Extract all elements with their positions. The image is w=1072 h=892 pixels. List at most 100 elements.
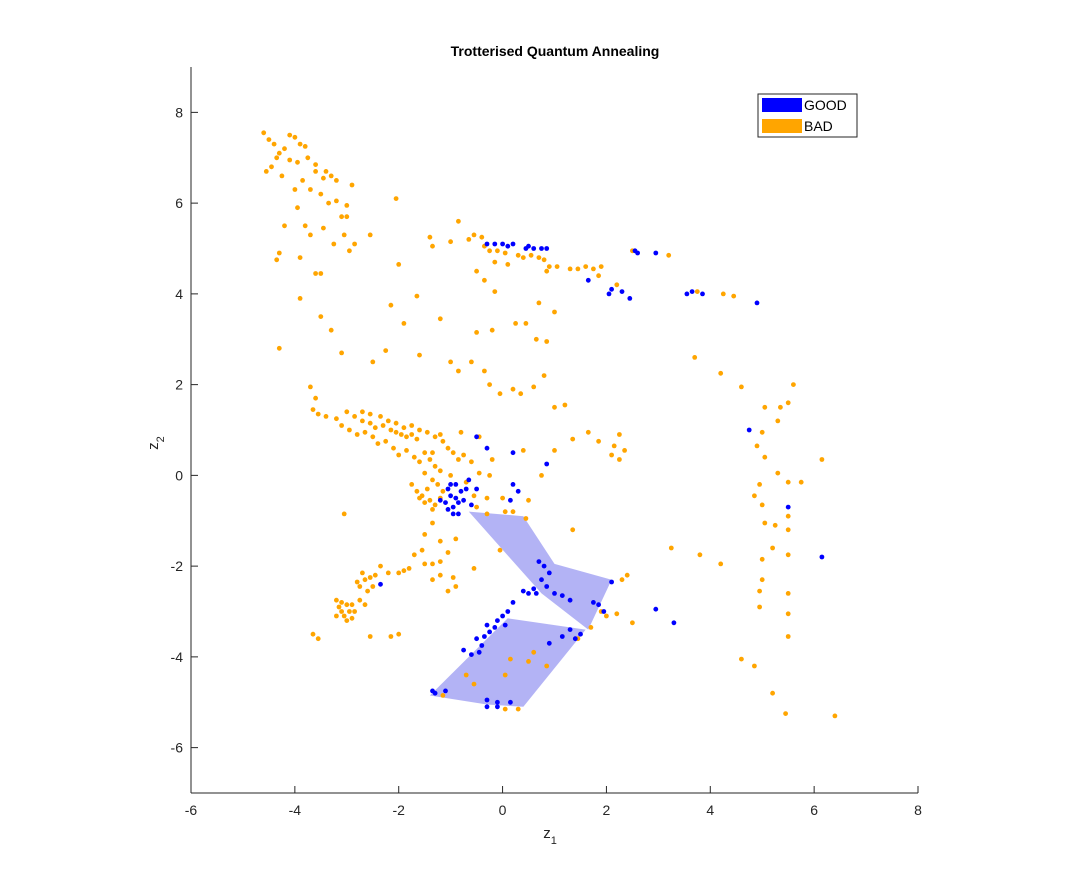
point-bad <box>785 400 791 406</box>
point-bad <box>411 454 417 460</box>
point-good <box>448 482 453 487</box>
point-bad <box>440 438 446 444</box>
point-bad <box>365 588 370 594</box>
point-good <box>510 600 516 605</box>
point-bad <box>393 420 399 426</box>
point-bad <box>334 613 339 619</box>
point-bad <box>448 359 453 365</box>
point-bad <box>372 425 378 431</box>
point-bad <box>614 611 620 617</box>
point-bad <box>276 250 282 256</box>
point-bad <box>666 252 672 258</box>
point-bad <box>757 588 762 594</box>
point-bad <box>502 706 508 712</box>
point-bad <box>344 214 350 220</box>
point-bad <box>422 500 428 505</box>
series-good <box>378 241 825 710</box>
point-bad <box>440 488 446 494</box>
point-bad <box>401 425 407 431</box>
point-bad <box>536 255 542 260</box>
point-bad <box>349 602 355 608</box>
point-bad <box>759 556 765 562</box>
point-bad <box>440 693 446 698</box>
x-tick-label: 4 <box>706 802 714 818</box>
point-bad <box>474 330 479 335</box>
point-bad <box>541 257 547 263</box>
legend-label-good: GOOD <box>804 97 847 113</box>
point-bad <box>334 178 339 183</box>
point-good <box>463 486 469 492</box>
point-bad <box>544 339 550 344</box>
point-bad <box>596 438 601 444</box>
point-bad <box>385 570 391 576</box>
point-bad <box>404 448 409 453</box>
point-bad <box>422 470 428 476</box>
point-bad <box>832 713 838 719</box>
point-good <box>484 697 490 703</box>
point-good <box>453 482 459 487</box>
point-bad <box>313 271 318 276</box>
point-bad <box>349 615 355 621</box>
point-bad <box>393 429 399 435</box>
point-bad <box>315 636 321 642</box>
point-good <box>754 300 760 306</box>
point-good <box>653 606 659 612</box>
point-good <box>443 688 448 694</box>
point-bad <box>502 509 508 515</box>
point-bad <box>315 411 321 417</box>
series-bad <box>261 130 838 719</box>
point-bad <box>469 359 474 365</box>
point-bad <box>614 282 620 288</box>
point-bad <box>352 609 357 614</box>
point-bad <box>430 243 435 249</box>
point-good <box>746 427 752 433</box>
point-good <box>559 593 565 598</box>
point-good <box>476 649 482 655</box>
x-tick-label: 6 <box>810 802 818 818</box>
point-good <box>456 511 461 517</box>
x-tick-label: 8 <box>914 802 922 818</box>
point-bad <box>471 232 477 238</box>
point-bad <box>453 584 459 589</box>
point-good <box>466 477 472 483</box>
point-bad <box>448 473 453 478</box>
point-bad <box>300 178 305 183</box>
point-good <box>484 704 490 710</box>
point-bad <box>347 609 352 614</box>
point-bad <box>520 448 526 453</box>
point-bad <box>336 604 342 610</box>
region-upper <box>468 511 612 630</box>
point-bad <box>357 584 363 589</box>
point-good <box>559 634 565 639</box>
point-bad <box>308 384 313 390</box>
point-bad <box>484 495 490 501</box>
x-tick-label: -2 <box>392 802 405 818</box>
point-bad <box>378 563 383 569</box>
point-bad <box>310 631 316 637</box>
point-bad <box>362 602 368 608</box>
point-bad <box>668 545 674 551</box>
point-bad <box>367 634 373 639</box>
point-bad <box>326 200 331 206</box>
point-bad <box>313 162 318 168</box>
point-bad <box>785 513 791 519</box>
y-tick-label: 6 <box>175 195 183 211</box>
point-bad <box>328 173 334 179</box>
point-bad <box>437 572 443 578</box>
point-bad <box>479 234 485 240</box>
point-bad <box>422 561 428 567</box>
point-bad <box>409 482 415 487</box>
point-bad <box>414 436 420 442</box>
region-lower <box>429 618 586 707</box>
point-bad <box>505 262 511 267</box>
point-bad <box>414 488 420 494</box>
point-bad <box>513 321 518 326</box>
point-good <box>539 246 544 251</box>
point-good <box>653 250 659 256</box>
point-bad <box>515 706 521 712</box>
point-bad <box>783 711 788 716</box>
point-bad <box>396 631 402 637</box>
point-good <box>456 500 461 505</box>
